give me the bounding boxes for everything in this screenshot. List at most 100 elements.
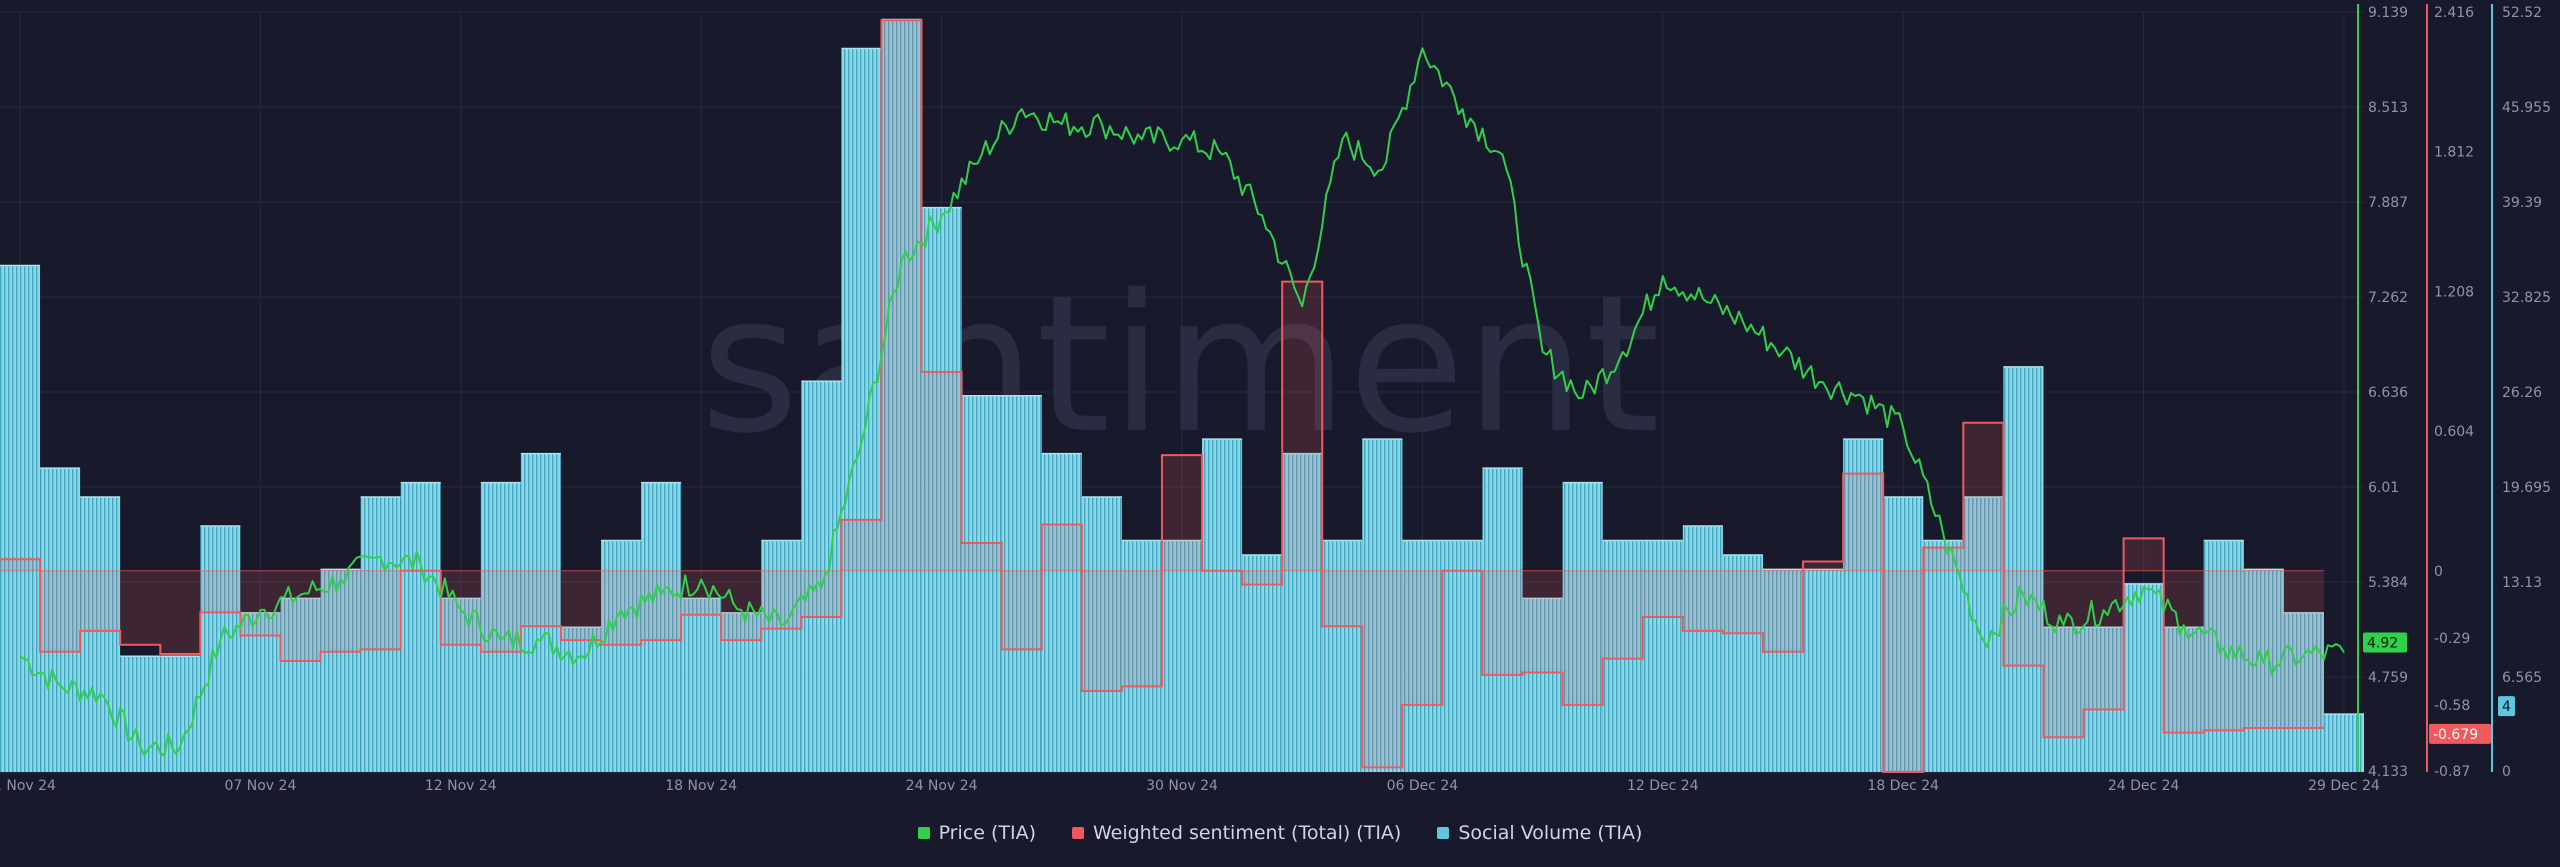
social-axis-tick-label: 13.13 — [2502, 575, 2542, 591]
social-volume-bar — [2123, 583, 2164, 772]
x-tick-label: 18 Dec 24 — [1867, 778, 1939, 794]
sentiment-series — [0, 19, 2324, 773]
social-volume-bar — [1883, 497, 1924, 772]
legend-item-sentiment[interactable]: Weighted sentiment (Total) (TIA) — [1071, 822, 1402, 844]
price-axis-tick-label: 9.139 — [2368, 5, 2408, 21]
legend: Price (TIA) Weighted sentiment (Total) (… — [0, 818, 2560, 848]
social-volume-bar — [2083, 627, 2124, 772]
price-axis-tick-label: 6.636 — [2368, 385, 2408, 401]
social-volume-bar — [1602, 540, 1643, 772]
price-axis-tick-label: 6.01 — [2368, 480, 2399, 496]
x-tick-label: 06 Dec 24 — [1387, 778, 1459, 794]
sentiment-axis: 2.416 1.812 1.208 0.604 0 -0.29 -0.58 -0.87 -0.6… — [2426, 4, 2491, 780]
social-volume-bar — [801, 381, 842, 772]
social-volume-bar — [601, 540, 642, 772]
social-volume-bar — [1682, 525, 1723, 772]
social-volume-bar — [400, 482, 441, 772]
price-current-badge-bg — [2363, 632, 2407, 653]
social-volume-bar — [1843, 439, 1884, 772]
price-axis-tick-label: 5.384 — [2368, 575, 2408, 591]
social-axis-tick-label: 26.26 — [2502, 385, 2542, 401]
social-volume-bar — [1161, 540, 1203, 772]
legend-label-price: Price (TIA) — [938, 822, 1036, 844]
x-tick-label: 07 Nov 24 — [225, 778, 297, 794]
social-volume-bar — [2163, 627, 2204, 772]
social-volume-bar — [681, 598, 722, 772]
social-volume-bar — [1522, 598, 1563, 772]
legend-item-price[interactable]: Price (TIA) — [917, 822, 1036, 844]
social-volume-bar — [1402, 540, 1443, 772]
social-current-badge: 4 — [2502, 699, 2511, 715]
x-tick-label: 18 Nov 24 — [665, 778, 737, 794]
social-volume-bar — [881, 19, 922, 772]
social-volume-bar — [961, 395, 1002, 772]
social-volume-bar — [2003, 366, 2044, 772]
social-axis-tick-label: 32.825 — [2502, 290, 2551, 306]
social-volume-bar — [240, 612, 281, 772]
social-volume-bar — [2043, 627, 2084, 772]
sentiment-axis-tick-label: 2.416 — [2434, 5, 2474, 21]
social-volume-bar — [1041, 453, 1082, 772]
social-volume-bar — [120, 656, 161, 772]
social-volume-bar — [841, 48, 882, 772]
social-volume-bar — [1081, 497, 1122, 772]
sentiment-area — [0, 20, 2324, 772]
social-volume-bar — [320, 569, 361, 772]
social-volume-bar — [1001, 395, 1042, 772]
x-tick-label: 24 Nov 24 — [906, 778, 978, 794]
social-axis: 52.52 45.955 39.39 32.825 26.26 19.695 13.13 6.… — [2491, 4, 2551, 780]
x-tick-label: 24 Dec 24 — [2108, 778, 2180, 794]
social-volume-bar — [440, 598, 481, 772]
social-volume-bar — [1482, 468, 1523, 772]
price-axis-tick-label: 4.133 — [2368, 764, 2408, 780]
social-volume-bar — [1442, 540, 1483, 772]
price-current-badge: 4.92 — [2367, 636, 2398, 652]
legend-item-social[interactable]: Social Volume (TIA) — [1437, 822, 1642, 844]
social-volume-bar — [761, 540, 802, 772]
x-tick-label: 01 Nov 24 — [0, 778, 56, 794]
legend-swatch-price — [917, 827, 930, 839]
price-axis: 9.139 8.513 7.887 7.262 6.636 6.01 5.384 4.759 4… — [2357, 4, 2408, 780]
price-axis-tick-label: 7.262 — [2368, 290, 2408, 306]
sentiment-axis-tick-label: -0.29 — [2434, 631, 2470, 647]
social-volume-bars — [0, 18, 2364, 773]
social-volume-bar — [480, 482, 521, 772]
social-volume-bar — [1282, 453, 1323, 772]
social-volume-bar — [1121, 540, 1162, 772]
social-volume-bar — [1722, 554, 1763, 772]
social-axis-tick-label: 45.955 — [2502, 100, 2551, 116]
x-tick-label: 12 Dec 24 — [1627, 778, 1699, 794]
price-axis-tick-label: 4.759 — [2368, 670, 2408, 686]
sentiment-axis-tick-label: 0 — [2434, 564, 2443, 580]
social-volume-bar — [560, 627, 602, 772]
price-line — [19, 47, 2345, 757]
social-volume-bar — [200, 525, 241, 772]
legend-swatch-sentiment — [1071, 827, 1084, 839]
social-volume-bar — [1202, 439, 1243, 772]
social-volume-bar — [1923, 540, 1964, 772]
sentiment-axis-tick-label: -0.87 — [2434, 764, 2470, 780]
sentiment-axis-tick-label: 1.812 — [2434, 145, 2474, 161]
social-current-badge-bg — [2498, 696, 2515, 717]
price-axis-tick-label: 8.513 — [2368, 100, 2408, 116]
sentiment-line — [0, 19, 2324, 773]
sentiment-axis-tick-label: 0.604 — [2434, 424, 2474, 440]
social-volume-bar — [641, 482, 682, 772]
social-volume-bar — [1642, 540, 1683, 772]
social-volume-bar — [1762, 569, 1804, 772]
social-axis-tick-label: 19.695 — [2502, 480, 2551, 496]
x-tick-label: 30 Nov 24 — [1146, 778, 1218, 794]
social-volume-bar — [40, 468, 81, 772]
social-volume-bar — [1803, 569, 1844, 772]
social-axis-tick-label: 0 — [2502, 764, 2511, 780]
legend-label-sentiment: Weighted sentiment (Total) (TIA) — [1092, 822, 1402, 844]
sentiment-axis-tick-label: 1.208 — [2434, 284, 2474, 300]
social-volume-bar — [1562, 482, 1603, 772]
social-axis-tick-label: 52.52 — [2502, 5, 2542, 21]
sentiment-current-badge-bg — [2429, 723, 2491, 744]
social-volume-bar — [2283, 612, 2324, 772]
price-axis-tick-label: 7.887 — [2368, 195, 2408, 211]
social-axis-tick-label: 6.565 — [2502, 670, 2542, 686]
